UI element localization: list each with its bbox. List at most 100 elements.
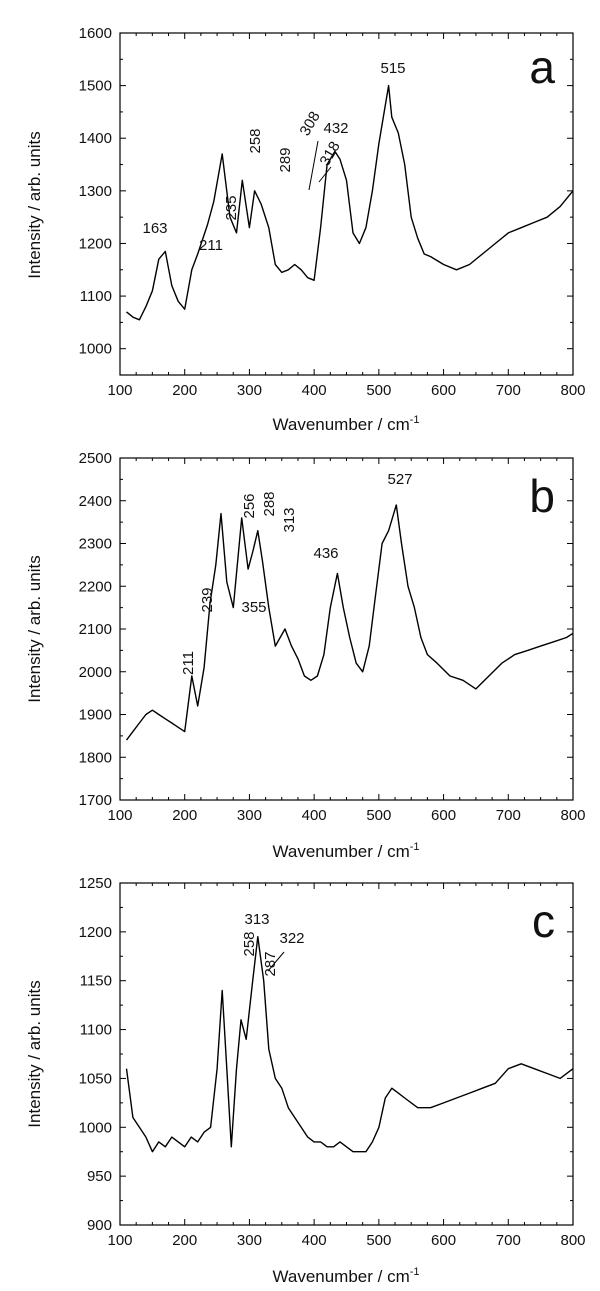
plot-frame-b — [119, 457, 574, 801]
annotation-239b: 239 — [199, 587, 216, 612]
x-tick-label-a: 200 — [172, 382, 197, 399]
x-axis-label-main-c: Wavenumber / cm — [272, 1267, 409, 1286]
y-tick-label-b: 1800 — [79, 749, 112, 766]
annotations-b: 211 239 256 288 313 355 436 527 — [180, 471, 413, 675]
x-axis-label-c: Wavenumber / cm-1 — [272, 1266, 419, 1286]
x-tick-label-a: 700 — [496, 382, 521, 399]
x-axis-label-b: Wavenumber / cm-1 — [272, 841, 419, 861]
annotation-arrow-322 — [267, 951, 285, 972]
panel-a: a Intensity / arb. units Wavenumber / cm… — [25, 25, 586, 434]
annotation-258: 258 — [247, 128, 264, 153]
x-tick-label-a: 300 — [237, 382, 262, 399]
x-tick-label-b: 200 — [172, 807, 197, 824]
y-tick-label-b: 2300 — [79, 536, 112, 553]
y-axis-label-text-c: Intensity / arb. units — [25, 980, 44, 1127]
y-tick-label-c: 1250 — [79, 875, 112, 892]
x-tick-label-c: 200 — [172, 1232, 197, 1249]
y-tick-label-c: 900 — [87, 1217, 112, 1234]
x-tick-label-b: 100 — [107, 807, 132, 824]
y-axis-label-text-b: Intensity / arb. units — [25, 555, 44, 702]
y-tick-label-c: 1100 — [80, 1022, 112, 1039]
y-tick-label-b: 2400 — [79, 493, 112, 510]
annotation-287c: 287 — [262, 951, 279, 976]
ticks-c: 100 200 300 400 500 600 700 800 900 950 1000 1050 11… — [79, 875, 586, 1249]
panel-label-b: b — [529, 470, 555, 522]
annotation-527b: 527 — [387, 471, 412, 488]
y-axis-label-a: Intensity / arb. units — [25, 131, 44, 278]
spectrum-line-b — [125, 504, 574, 741]
y-tick-label-a: 1500 — [79, 78, 112, 95]
y-tick-label-c: 1050 — [79, 1070, 112, 1087]
annotations-c: 258 287 313 322 — [241, 911, 305, 977]
annotation-211b: 211 — [180, 651, 197, 675]
spectrum-line-c — [125, 936, 574, 1153]
x-tick-label-c: 100 — [107, 1232, 132, 1249]
x-axis-label-a: Wavenumber / cm-1 — [272, 414, 419, 434]
ticks-a: 100 200 300 400 500 600 700 800 1000 1100 1200 1300… — [79, 25, 586, 399]
plot-frame-a — [119, 32, 574, 376]
data-c — [125, 936, 574, 1153]
annotation-355b: 355 — [241, 599, 266, 616]
panel-c: c Intensity / arb. units Wavenumber / cm… — [25, 875, 586, 1286]
y-tick-label-a: 1400 — [79, 130, 112, 147]
spectrum-line-a — [126, 84, 574, 321]
x-tick-label-a: 600 — [431, 382, 456, 399]
annotation-313c: 313 — [244, 911, 269, 928]
x-axis-label-sup-c: -1 — [410, 1266, 420, 1278]
annotation-163: 163 — [142, 220, 167, 237]
y-tick-label-a: 1600 — [79, 25, 112, 42]
y-axis-label-text-a: Intensity / arb. units — [25, 131, 44, 278]
ticks-b: 100 200 300 400 500 600 700 800 1700 1800 1900 2000… — [79, 450, 586, 824]
x-tick-label-c: 500 — [366, 1232, 391, 1249]
annotation-318: 318 — [316, 139, 343, 169]
x-axis-label-main-b: Wavenumber / cm — [272, 842, 409, 861]
x-tick-label-a: 800 — [560, 382, 585, 399]
x-tick-label-b: 600 — [431, 807, 456, 824]
y-axis-label-c: Intensity / arb. units — [25, 980, 44, 1127]
x-axis-label-sup-a: -1 — [410, 414, 420, 426]
y-axis-label-b: Intensity / arb. units — [25, 555, 44, 702]
x-tick-label-c: 600 — [431, 1232, 456, 1249]
panel-label-a: a — [529, 41, 555, 93]
annotation-arrow-318 — [318, 166, 332, 183]
x-tick-label-b: 700 — [496, 807, 521, 824]
x-tick-label-c: 300 — [237, 1232, 262, 1249]
annotation-211: 211 — [199, 237, 223, 254]
annotation-432: 432 — [323, 120, 348, 137]
y-tick-label-a: 1100 — [80, 288, 112, 305]
annotation-322c: 322 — [279, 930, 304, 947]
annotation-515: 515 — [380, 60, 405, 77]
annotation-235: 235 — [223, 195, 240, 220]
y-tick-label-c: 950 — [87, 1168, 112, 1185]
x-tick-label-a: 100 — [107, 382, 132, 399]
x-tick-label-a: 400 — [302, 382, 327, 399]
plot-frame-c — [119, 882, 574, 1226]
x-tick-label-a: 500 — [366, 382, 391, 399]
y-tick-label-b: 2500 — [79, 450, 112, 467]
x-tick-label-c: 400 — [302, 1232, 327, 1249]
y-tick-label-c: 1150 — [80, 973, 112, 990]
y-tick-label-b: 2100 — [79, 621, 112, 638]
x-tick-label-b: 300 — [237, 807, 262, 824]
panel-b: b Intensity / arb. units Wavenumber / cm… — [25, 450, 586, 861]
annotation-258c: 258 — [241, 931, 258, 956]
panel-label-c: c — [532, 895, 555, 947]
annotation-288b: 288 — [261, 491, 278, 516]
annotation-289: 289 — [277, 147, 294, 172]
y-tick-label-c: 1200 — [79, 924, 112, 941]
y-tick-label-a: 1000 — [79, 341, 112, 358]
x-tick-label-b: 800 — [560, 807, 585, 824]
y-tick-label-a: 1200 — [79, 235, 112, 252]
data-b — [125, 504, 574, 741]
y-tick-label-b: 1900 — [79, 707, 112, 724]
x-axis-label-main-a: Wavenumber / cm — [272, 415, 409, 434]
x-tick-label-b: 400 — [302, 807, 327, 824]
annotation-256b: 256 — [241, 493, 258, 518]
x-tick-label-c: 800 — [560, 1232, 585, 1249]
y-tick-label-c: 1000 — [79, 1119, 112, 1136]
annotation-313b: 313 — [281, 507, 298, 532]
x-tick-label-c: 700 — [496, 1232, 521, 1249]
y-tick-label-a: 1300 — [79, 183, 112, 200]
x-axis-label-sup-b: -1 — [410, 841, 420, 853]
